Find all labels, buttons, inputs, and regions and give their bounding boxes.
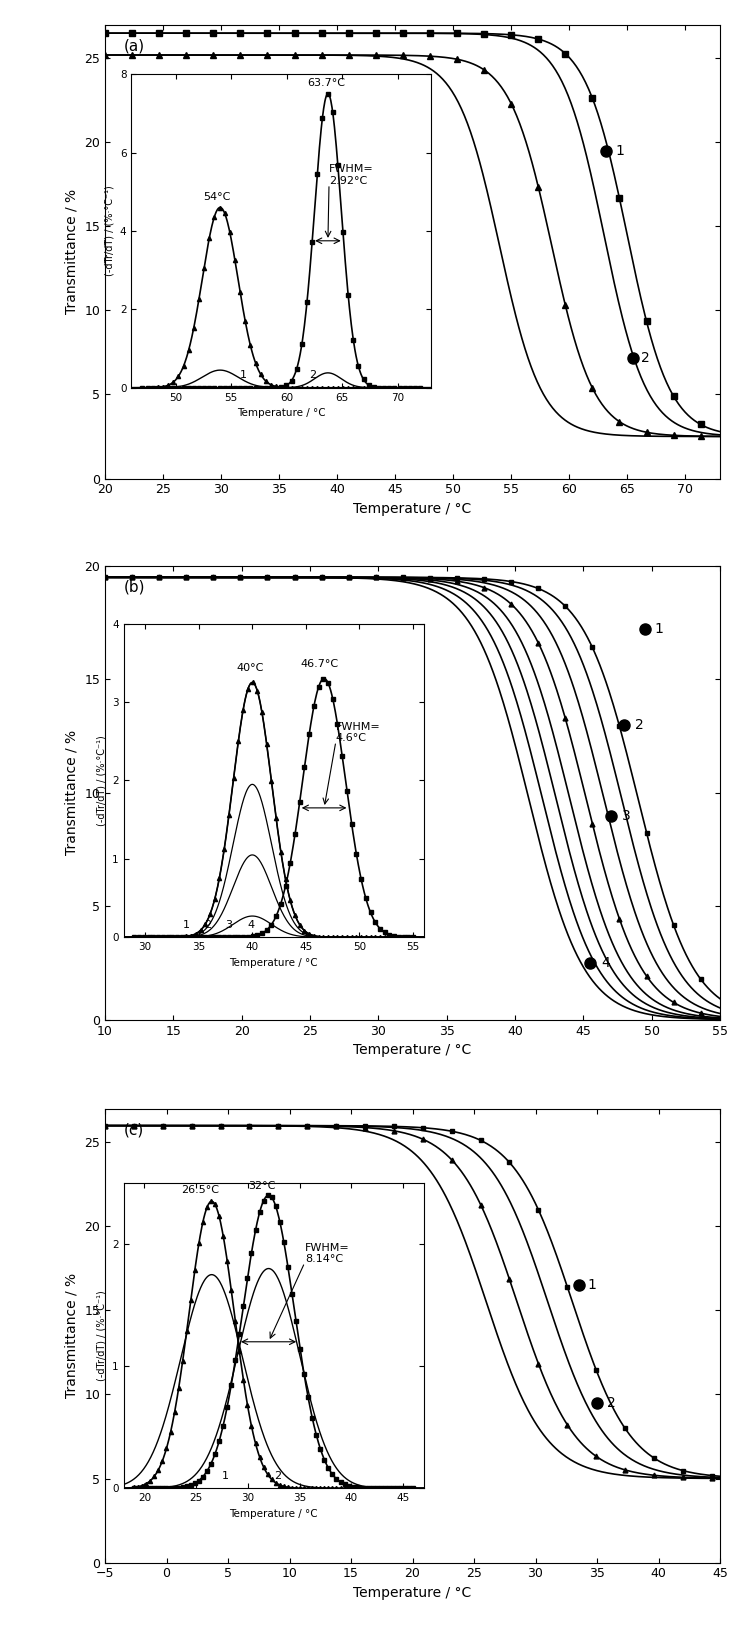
X-axis label: Temperature / °C: Temperature / °C <box>353 1043 472 1058</box>
Text: 1: 1 <box>240 370 248 380</box>
Text: 3: 3 <box>226 919 232 931</box>
Text: 2: 2 <box>635 718 644 731</box>
Text: 2: 2 <box>607 1396 616 1409</box>
Text: FWHM=
4.6°C: FWHM= 4.6°C <box>336 721 381 742</box>
X-axis label: Temperature / °C: Temperature / °C <box>230 1508 318 1518</box>
Text: 1: 1 <box>655 622 663 637</box>
Text: 2: 2 <box>309 370 316 380</box>
Y-axis label: (-dTr/dT) / (%·°C⁻¹): (-dTr/dT) / (%·°C⁻¹) <box>104 186 114 276</box>
Text: FWHM=
8.14°C: FWHM= 8.14°C <box>304 1242 350 1264</box>
Y-axis label: (-dTr/dT) / (%·°C⁻¹): (-dTr/dT) / (%·°C⁻¹) <box>97 1290 106 1381</box>
Text: 1: 1 <box>616 144 625 158</box>
Text: 1: 1 <box>183 919 190 931</box>
Text: 1: 1 <box>222 1470 229 1480</box>
Text: 40°C: 40°C <box>236 663 264 673</box>
Text: (b): (b) <box>124 579 145 594</box>
Text: 3: 3 <box>622 808 630 822</box>
Text: 32°C: 32°C <box>248 1181 275 1191</box>
Y-axis label: Transmittance / %: Transmittance / % <box>64 731 79 855</box>
Y-axis label: (-dTr/dT) / (%·°C⁻¹): (-dTr/dT) / (%·°C⁻¹) <box>97 736 106 825</box>
Text: 2: 2 <box>641 350 650 365</box>
Text: FWHM=
2.92°C: FWHM= 2.92°C <box>329 165 374 186</box>
Y-axis label: Transmittance / %: Transmittance / % <box>64 190 79 314</box>
Text: 63.7°C: 63.7°C <box>307 78 345 87</box>
Text: 2: 2 <box>274 1470 280 1480</box>
X-axis label: Temperature / °C: Temperature / °C <box>353 1586 472 1600</box>
X-axis label: Temperature / °C: Temperature / °C <box>353 502 472 516</box>
Text: 26.5°C: 26.5°C <box>181 1185 219 1195</box>
X-axis label: Temperature / °C: Temperature / °C <box>237 408 326 417</box>
Text: 1: 1 <box>587 1279 596 1292</box>
X-axis label: Temperature / °C: Temperature / °C <box>230 957 318 967</box>
Text: (c): (c) <box>124 1122 144 1137</box>
Text: 46.7°C: 46.7°C <box>301 658 339 668</box>
Text: 4: 4 <box>601 955 610 970</box>
Text: 2: 2 <box>204 919 212 931</box>
Y-axis label: Transmittance / %: Transmittance / % <box>64 1274 79 1398</box>
Text: (a): (a) <box>124 38 145 53</box>
Text: 54°C: 54°C <box>203 191 231 201</box>
Text: 4: 4 <box>247 919 254 931</box>
